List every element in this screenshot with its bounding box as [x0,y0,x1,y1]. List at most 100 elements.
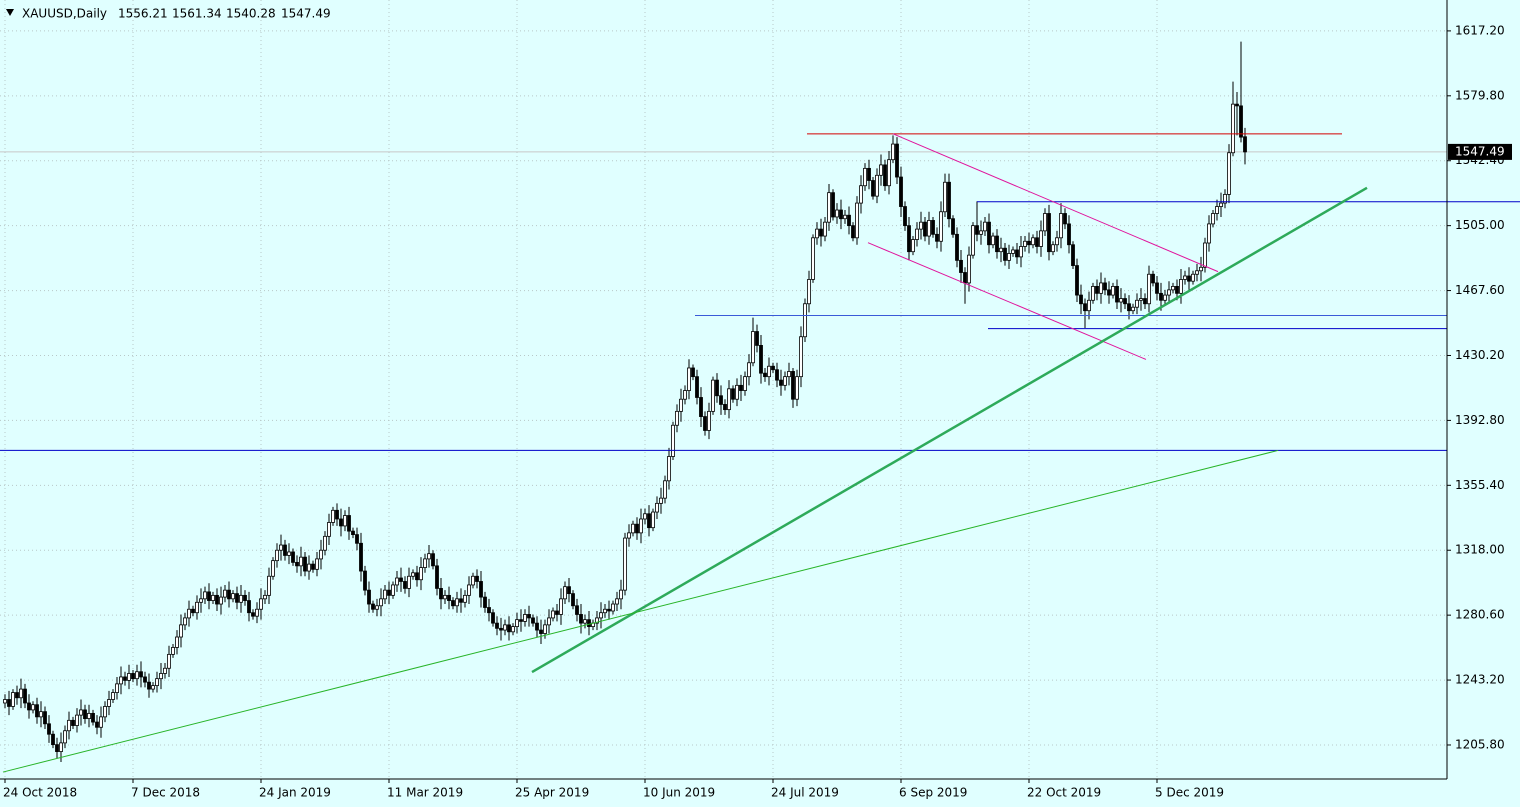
candle-body [1195,270,1199,275]
candle-body [691,367,695,378]
candle-body [947,181,951,220]
trend-line [531,186,1368,674]
candle-body [951,218,955,235]
candle-body [463,594,467,603]
candle-body [855,202,859,239]
candle-body [259,598,263,610]
candle-body [891,143,895,161]
candle-body [303,556,307,572]
collapse-icon[interactable] [6,9,14,16]
candle-body [779,379,783,386]
candle-body [311,563,315,570]
candle-body [923,221,927,237]
candle-body [87,712,91,719]
candle-body [415,572,419,581]
trend-line [867,242,1147,360]
candle-body [111,692,115,700]
candle-body [355,534,359,544]
candle-body [3,699,7,704]
candle-body [1023,240,1027,247]
candle-body [447,594,451,601]
candle-body [791,371,795,400]
candle-body [511,626,515,633]
candle-body [751,331,755,364]
candle-body [327,522,331,537]
candle-body [11,692,15,707]
candle-body [15,692,19,699]
candle-body [1139,298,1143,301]
candle-body [215,594,219,605]
candle-body [203,591,207,600]
candle-body [163,667,167,674]
candle-body [763,372,767,378]
candle-body [1111,285,1115,296]
candle-body [1231,103,1235,154]
candle-body [1027,240,1031,246]
x-tick-label: 22 Oct 2019 [1027,786,1101,800]
candle-body [687,367,691,391]
candle-body [531,617,535,624]
candle-body [1147,273,1151,305]
candle-body [1091,285,1095,301]
candle-body [783,376,787,386]
candle-body [895,143,899,178]
candle-body [403,581,407,589]
candle-body [859,185,863,204]
candle-body [819,228,823,237]
candle-body [331,509,335,523]
candle-body [119,676,123,685]
candle-body [483,596,487,608]
candle-body [399,577,403,582]
candle-body [979,230,983,235]
candle-body [839,209,843,220]
candle-body [971,225,975,256]
candle-body [651,511,655,529]
candle-body [167,653,171,669]
candle-body [1087,299,1091,312]
candle-body [315,558,319,570]
candle-body [599,612,603,619]
candle-body [811,237,815,280]
candle-body [275,549,279,562]
candle-body [615,598,619,605]
candle-body [27,702,31,711]
candle-body [703,416,707,431]
candle-body [1011,249,1015,254]
candle-body [519,619,523,622]
candle-body [391,584,395,596]
candle-body [831,192,835,218]
candle-body [359,542,363,572]
candle-body [907,225,911,253]
candle-body [199,598,203,603]
candle-body [1095,285,1099,294]
candle-body [1051,244,1055,253]
candle-body [1019,246,1023,258]
candle-body [347,515,351,532]
candle-body [571,593,575,607]
candle-body [843,214,847,220]
candle-body [103,706,107,718]
candle-body [963,272,967,284]
candle-body [151,685,155,690]
candle-body [1015,249,1019,258]
candle-body [799,336,803,378]
candle-body [735,384,739,400]
candle-body [1143,298,1147,305]
candle-body [707,410,711,431]
candle-body [43,711,47,725]
candle-body [623,537,627,591]
candle-body [1043,213,1047,232]
candle-body [39,711,43,718]
y-tick-label: 1467.60 [1455,283,1505,297]
candle-body [291,551,295,563]
candle-body [515,619,519,628]
candle-body [127,673,131,681]
y-tick-label: 1318.00 [1455,543,1505,557]
x-tick-label: 25 Apr 2019 [515,786,589,800]
candle-body [23,688,27,704]
candle-body [479,581,483,598]
candle-body [551,610,555,619]
candle-body [1211,213,1215,225]
